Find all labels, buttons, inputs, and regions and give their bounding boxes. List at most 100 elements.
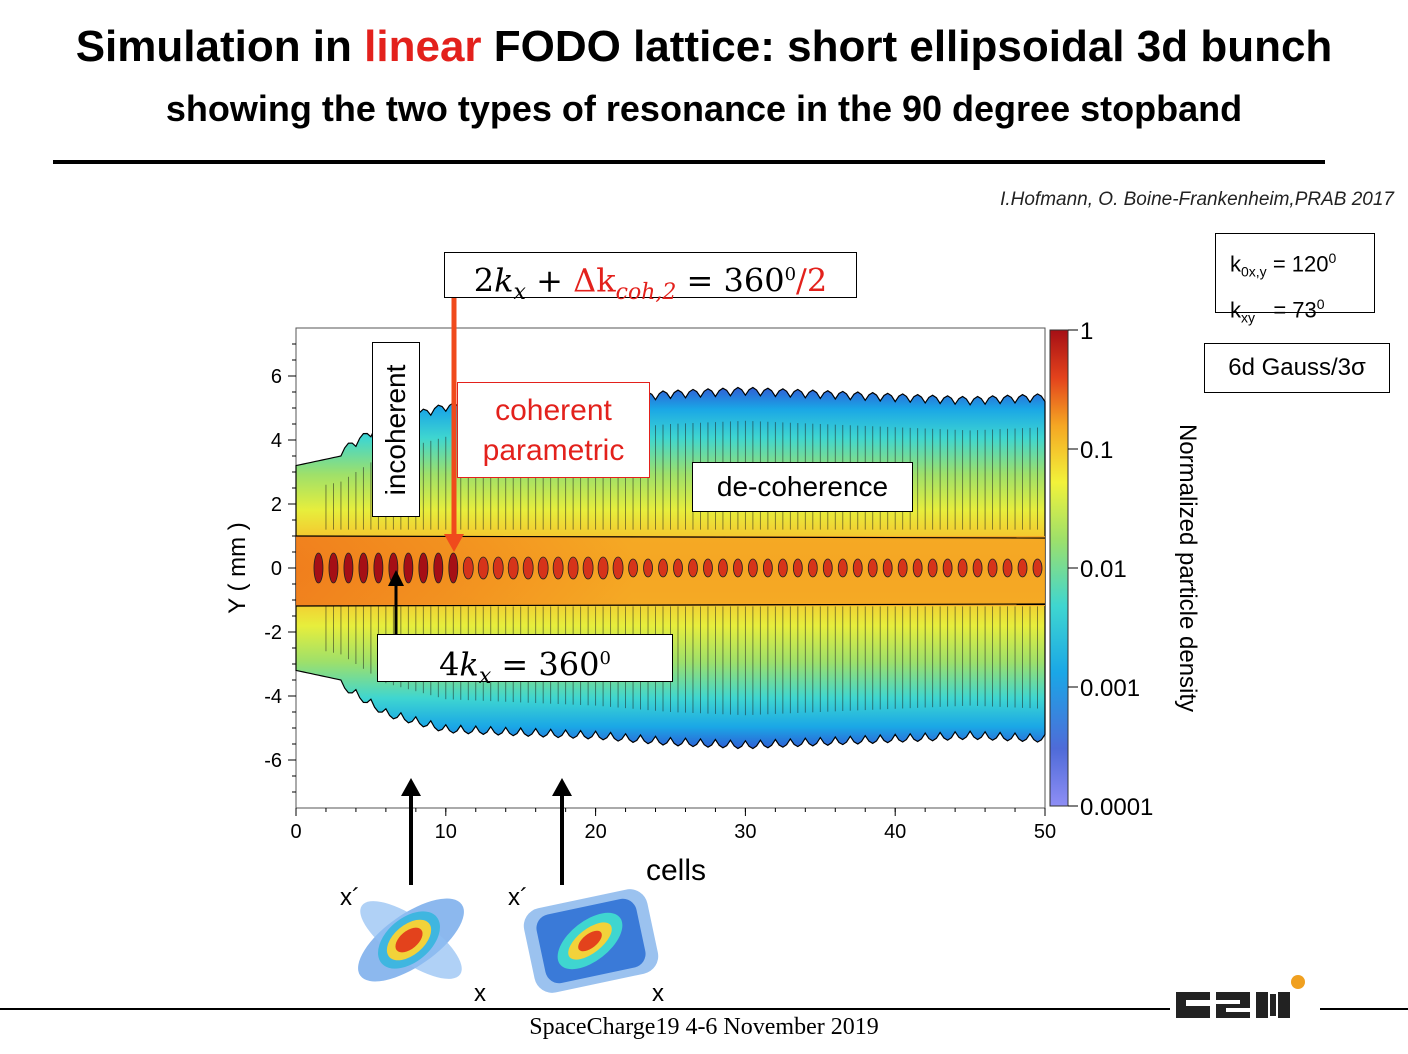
core-peak xyxy=(1002,558,1013,578)
k0-line: k0x,y = 1200 xyxy=(1230,242,1374,288)
incoherent-arrowhead xyxy=(388,570,404,586)
eq-bottom-coef: 4 xyxy=(439,645,460,684)
y-tick-label: 2 xyxy=(271,494,282,516)
core-peak xyxy=(343,552,354,584)
phase-2-x-label: x xyxy=(652,980,664,1007)
eq-bottom-equals: = 360 xyxy=(491,645,600,684)
core-peak xyxy=(912,558,923,578)
core-peak xyxy=(673,558,683,578)
core-peak xyxy=(807,558,818,578)
core-peak xyxy=(477,556,489,580)
core-peak xyxy=(658,558,668,578)
core-peak xyxy=(552,556,564,580)
core-density-peaks xyxy=(313,552,1043,584)
x-tick-label: 10 xyxy=(435,821,457,843)
core-peak xyxy=(612,556,624,580)
k0-subscript: 0x,y xyxy=(1241,263,1267,280)
core-peak xyxy=(403,552,414,584)
x-tick-label: 40 xyxy=(884,821,906,843)
eq-bottom-k: k xyxy=(459,645,479,684)
core-peak xyxy=(703,558,713,578)
footer-divider-right xyxy=(1320,1008,1408,1010)
eq-top-coef: 2 xyxy=(473,261,495,300)
core-peak xyxy=(597,556,609,580)
colorbar-tick-label: 0.001 xyxy=(1080,675,1140,702)
phase-1-xprime-label: x´ xyxy=(340,884,360,911)
eq-bottom-degree: 0 xyxy=(599,648,611,669)
core-peak xyxy=(433,552,444,584)
x-tick-label: 50 xyxy=(1034,821,1056,843)
colorbar xyxy=(1049,329,1069,807)
y-tick-label: 0 xyxy=(271,558,282,580)
colorbar-label: Normalized particle density xyxy=(1174,424,1201,712)
x-axis: 0 10 20 30 40 50 xyxy=(290,808,1056,843)
phase-arrowhead-2 xyxy=(552,778,572,796)
colorbar-tick-label: 0.0001 xyxy=(1080,794,1153,821)
colorbar-tick-label: 0.01 xyxy=(1080,556,1127,583)
core-peak xyxy=(567,556,579,580)
core-peak xyxy=(792,558,803,578)
eq-top-delta: Δk xyxy=(573,261,616,300)
x-tick-label: 0 xyxy=(290,821,301,843)
kxy-degree: 0 xyxy=(1316,295,1325,312)
x-axis-label: cells xyxy=(646,854,706,887)
core-peak xyxy=(777,558,788,578)
core-peak xyxy=(582,556,594,580)
core-peak xyxy=(373,552,384,584)
core-peak xyxy=(718,558,728,578)
title-part-2: FODO lattice: short ellipsoidal 3d bunch xyxy=(481,22,1333,71)
phase-space-plot-1 xyxy=(358,898,464,982)
core-peak xyxy=(747,558,758,578)
core-peak xyxy=(358,552,369,584)
gsi-logo xyxy=(1176,975,1305,1018)
k0-value: = 120 xyxy=(1272,251,1329,277)
core-peak xyxy=(897,558,908,578)
kxy-value: = 73 xyxy=(1273,297,1317,323)
eq-top-sub-coh: coh,2 xyxy=(615,280,677,306)
core-peak xyxy=(1032,558,1043,578)
core-peak xyxy=(987,558,998,578)
distribution-box: 6d Gauss/3σ xyxy=(1204,343,1390,393)
core-peak xyxy=(882,558,893,578)
core-peak xyxy=(522,556,534,580)
kxy-symbol: k xyxy=(1230,297,1241,323)
title-highlight: linear xyxy=(364,22,482,71)
colorbar-tick-label: 0.1 xyxy=(1080,437,1113,464)
y-tick-label: -2 xyxy=(264,622,282,644)
core-peak xyxy=(643,558,653,578)
eq-top-sub-x: x xyxy=(513,280,526,306)
core-peak xyxy=(628,558,638,578)
core-peak xyxy=(762,558,773,578)
core-peak xyxy=(537,556,549,580)
eq-top-k: k xyxy=(494,261,514,300)
core-peak xyxy=(957,558,968,578)
core-peak xyxy=(1017,558,1028,578)
phase-1-x-label: x xyxy=(474,980,486,1007)
core-peak xyxy=(462,556,474,580)
phase-arrowhead-1 xyxy=(401,778,421,796)
core-peak xyxy=(927,558,938,578)
core-peak xyxy=(822,558,833,578)
coherent-resonance-equation: 2kx + Δkcoh,2 = 3600/2 xyxy=(444,252,857,305)
core-contour-bottom xyxy=(295,603,1046,607)
k0-symbol: k xyxy=(1230,251,1241,277)
slide-title: Simulation in linear FODO lattice: short… xyxy=(0,22,1408,72)
parameters-box: k0x,y = 1200 kxy = 730 xyxy=(1215,233,1375,325)
slide-subtitle: showing the two types of resonance in th… xyxy=(165,88,1243,129)
eq-top-half: /2 xyxy=(796,261,828,300)
kxy-subscript: xy xyxy=(1241,309,1255,326)
title-divider xyxy=(53,160,1325,164)
incoherent-resonance-equation: 4kx = 3600 xyxy=(377,634,673,689)
core-peak xyxy=(448,552,459,584)
phase-space-plot-2 xyxy=(523,889,659,993)
y-tick-label: -6 xyxy=(264,750,282,772)
coherent-line-1: coherent xyxy=(495,394,612,427)
colorbar-ticks: 1 0.1 0.01 0.001 0.0001 xyxy=(1068,318,1153,821)
core-peak xyxy=(418,552,429,584)
kxy-line: kxy = 730 xyxy=(1230,288,1374,334)
core-peak xyxy=(313,552,324,584)
x-tick-label: 30 xyxy=(734,821,756,843)
footer-text: SpaceCharge19 4-6 November 2019 xyxy=(529,1014,879,1040)
coherent-parametric-label: coherent parametric xyxy=(457,382,650,478)
